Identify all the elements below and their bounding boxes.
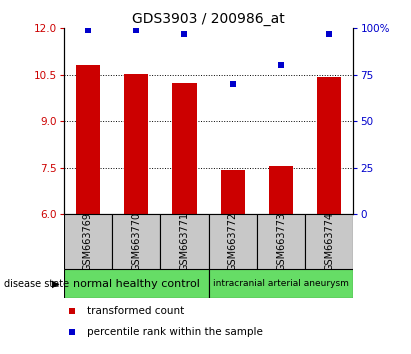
Bar: [305, 214, 353, 269]
Text: disease state: disease state: [4, 279, 69, 289]
Bar: [160, 214, 209, 269]
Text: GSM663773: GSM663773: [276, 212, 286, 271]
Bar: [317, 77, 342, 214]
Bar: [172, 84, 196, 214]
Text: percentile rank within the sample: percentile rank within the sample: [87, 327, 263, 337]
Bar: [209, 269, 353, 298]
Text: normal healthy control: normal healthy control: [73, 279, 200, 289]
Bar: [76, 65, 100, 214]
Text: GSM663772: GSM663772: [228, 212, 238, 271]
Title: GDS3903 / 200986_at: GDS3903 / 200986_at: [132, 12, 285, 26]
Bar: [221, 170, 245, 214]
Text: ▶: ▶: [52, 279, 59, 289]
Text: GSM663769: GSM663769: [83, 212, 93, 271]
Bar: [269, 166, 293, 214]
Bar: [64, 269, 208, 298]
Text: GSM663770: GSM663770: [131, 212, 141, 271]
Bar: [64, 214, 112, 269]
Bar: [257, 214, 305, 269]
Bar: [209, 214, 257, 269]
Text: intracranial arterial aneurysm: intracranial arterial aneurysm: [213, 279, 349, 288]
Bar: [112, 214, 160, 269]
Text: GSM663771: GSM663771: [180, 212, 189, 271]
Text: transformed count: transformed count: [87, 306, 184, 316]
Bar: [124, 74, 148, 214]
Text: GSM663774: GSM663774: [324, 212, 334, 271]
